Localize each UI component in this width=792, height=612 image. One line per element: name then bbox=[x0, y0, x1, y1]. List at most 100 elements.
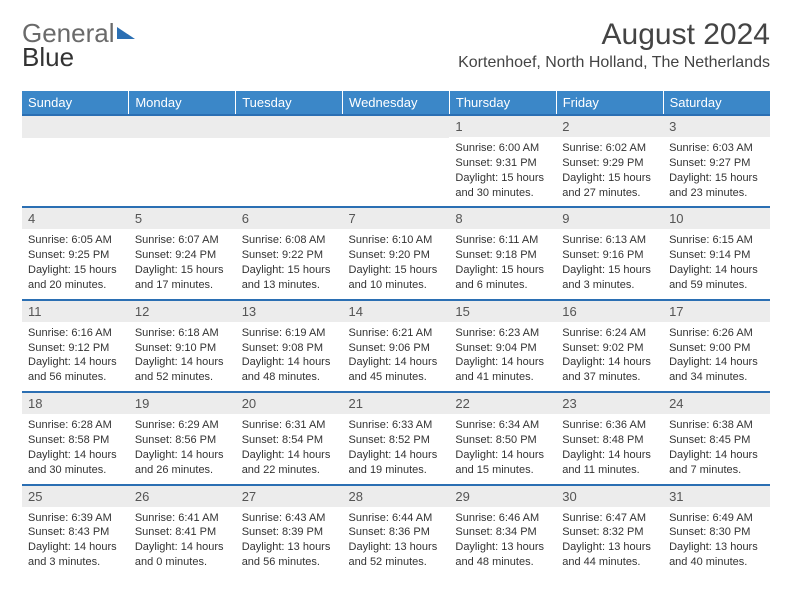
daylight-text: Daylight: 15 hours and 27 minutes. bbox=[562, 171, 657, 201]
brand-part2: Blue bbox=[22, 42, 74, 72]
day-data bbox=[343, 138, 450, 198]
sunrise-text: Sunrise: 6:19 AM bbox=[242, 326, 337, 341]
day-data: Sunrise: 6:47 AMSunset: 8:32 PMDaylight:… bbox=[556, 507, 663, 576]
sunset-text: Sunset: 9:24 PM bbox=[135, 248, 230, 263]
title-block: August 2024 Kortenhoef, North Holland, T… bbox=[458, 18, 770, 78]
day-number: 20 bbox=[236, 393, 343, 414]
sunrise-text: Sunrise: 6:07 AM bbox=[135, 233, 230, 248]
calendar-thead: Sunday Monday Tuesday Wednesday Thursday… bbox=[22, 91, 770, 115]
daylight-text: Daylight: 15 hours and 23 minutes. bbox=[669, 171, 764, 201]
day-data: Sunrise: 6:11 AMSunset: 9:18 PMDaylight:… bbox=[449, 229, 556, 298]
day-data: Sunrise: 6:38 AMSunset: 8:45 PMDaylight:… bbox=[663, 414, 770, 483]
daylight-text: Daylight: 15 hours and 3 minutes. bbox=[562, 263, 657, 293]
sunrise-text: Sunrise: 6:23 AM bbox=[455, 326, 550, 341]
day-number: 10 bbox=[663, 208, 770, 229]
day-data: Sunrise: 6:02 AMSunset: 9:29 PMDaylight:… bbox=[556, 137, 663, 206]
dayheader-fri: Friday bbox=[556, 91, 663, 115]
sunset-text: Sunset: 8:54 PM bbox=[242, 433, 337, 448]
calendar-cell: 8Sunrise: 6:11 AMSunset: 9:18 PMDaylight… bbox=[449, 207, 556, 299]
daylight-text: Daylight: 15 hours and 10 minutes. bbox=[349, 263, 444, 293]
sunrise-text: Sunrise: 6:11 AM bbox=[455, 233, 550, 248]
sunrise-text: Sunrise: 6:13 AM bbox=[562, 233, 657, 248]
day-number bbox=[129, 116, 236, 138]
sunrise-text: Sunrise: 6:00 AM bbox=[455, 141, 550, 156]
sunset-text: Sunset: 9:00 PM bbox=[669, 341, 764, 356]
daylight-text: Daylight: 15 hours and 13 minutes. bbox=[242, 263, 337, 293]
calendar-cell: 19Sunrise: 6:29 AMSunset: 8:56 PMDayligh… bbox=[129, 392, 236, 484]
daylight-text: Daylight: 13 hours and 44 minutes. bbox=[562, 540, 657, 570]
sunrise-text: Sunrise: 6:02 AM bbox=[562, 141, 657, 156]
daylight-text: Daylight: 14 hours and 30 minutes. bbox=[28, 448, 123, 478]
day-header-row: Sunday Monday Tuesday Wednesday Thursday… bbox=[22, 91, 770, 115]
day-data: Sunrise: 6:36 AMSunset: 8:48 PMDaylight:… bbox=[556, 414, 663, 483]
day-number: 31 bbox=[663, 486, 770, 507]
day-data: Sunrise: 6:19 AMSunset: 9:08 PMDaylight:… bbox=[236, 322, 343, 391]
calendar-table: Sunday Monday Tuesday Wednesday Thursday… bbox=[22, 91, 770, 576]
sunset-text: Sunset: 9:27 PM bbox=[669, 156, 764, 171]
sunrise-text: Sunrise: 6:39 AM bbox=[28, 511, 123, 526]
daylight-text: Daylight: 14 hours and 15 minutes. bbox=[455, 448, 550, 478]
day-number: 25 bbox=[22, 486, 129, 507]
dayheader-sat: Saturday bbox=[663, 91, 770, 115]
sunset-text: Sunset: 9:12 PM bbox=[28, 341, 123, 356]
sunset-text: Sunset: 8:30 PM bbox=[669, 525, 764, 540]
day-number: 19 bbox=[129, 393, 236, 414]
calendar-cell: 7 Sunrise: 6:10 AMSunset: 9:20 PMDaylight… bbox=[343, 207, 450, 299]
calendar-week-row: 4Sunrise: 6:05 AMSunset: 9:25 PMDaylight… bbox=[22, 207, 770, 299]
calendar-week-row: 11Sunrise: 6:16 AMSunset: 9:12 PMDayligh… bbox=[22, 300, 770, 392]
calendar-cell: 22Sunrise: 6:34 AMSunset: 8:50 PMDayligh… bbox=[449, 392, 556, 484]
day-number: 9 bbox=[556, 208, 663, 229]
day-number: 17 bbox=[663, 301, 770, 322]
calendar-cell: 11Sunrise: 6:16 AMSunset: 9:12 PMDayligh… bbox=[22, 300, 129, 392]
day-data bbox=[236, 138, 343, 198]
daylight-text: Daylight: 14 hours and 26 minutes. bbox=[135, 448, 230, 478]
calendar-cell: 20Sunrise: 6:31 AMSunset: 8:54 PMDayligh… bbox=[236, 392, 343, 484]
daylight-text: Daylight: 14 hours and 52 minutes. bbox=[135, 355, 230, 385]
day-data: Sunrise: 6:49 AMSunset: 8:30 PMDaylight:… bbox=[663, 507, 770, 576]
day-number: 4 bbox=[22, 208, 129, 229]
dayheader-tue: Tuesday bbox=[236, 91, 343, 115]
daylight-text: Daylight: 14 hours and 19 minutes. bbox=[349, 448, 444, 478]
day-data: Sunrise: 6:05 AMSunset: 9:25 PMDaylight:… bbox=[22, 229, 129, 298]
sunset-text: Sunset: 9:02 PM bbox=[562, 341, 657, 356]
sunset-text: Sunset: 8:56 PM bbox=[135, 433, 230, 448]
daylight-text: Daylight: 14 hours and 22 minutes. bbox=[242, 448, 337, 478]
day-data: Sunrise: 6:00 AMSunset: 9:31 PMDaylight:… bbox=[449, 137, 556, 206]
calendar-week-row: 1Sunrise: 6:00 AMSunset: 9:31 PMDaylight… bbox=[22, 115, 770, 207]
day-number: 28 bbox=[343, 486, 450, 507]
day-number: 7 bbox=[343, 208, 450, 229]
daylight-text: Daylight: 14 hours and 7 minutes. bbox=[669, 448, 764, 478]
daylight-text: Daylight: 14 hours and 0 minutes. bbox=[135, 540, 230, 570]
sunrise-text: Sunrise: 6:43 AM bbox=[242, 511, 337, 526]
calendar-cell: 6Sunrise: 6:08 AMSunset: 9:22 PMDaylight… bbox=[236, 207, 343, 299]
day-number: 5 bbox=[129, 208, 236, 229]
sunset-text: Sunset: 8:41 PM bbox=[135, 525, 230, 540]
day-number bbox=[343, 116, 450, 138]
day-number: 6 bbox=[236, 208, 343, 229]
calendar-cell: 5Sunrise: 6:07 AMSunset: 9:24 PMDaylight… bbox=[129, 207, 236, 299]
dayheader-sun: Sunday bbox=[22, 91, 129, 115]
daylight-text: Daylight: 14 hours and 11 minutes. bbox=[562, 448, 657, 478]
calendar-week-row: 18Sunrise: 6:28 AMSunset: 8:58 PMDayligh… bbox=[22, 392, 770, 484]
day-data: Sunrise: 6:26 AMSunset: 9:00 PMDaylight:… bbox=[663, 322, 770, 391]
day-number: 21 bbox=[343, 393, 450, 414]
calendar-cell: 26Sunrise: 6:41 AMSunset: 8:41 PMDayligh… bbox=[129, 485, 236, 576]
calendar-cell: 17Sunrise: 6:26 AMSunset: 9:00 PMDayligh… bbox=[663, 300, 770, 392]
day-data: Sunrise: 6:28 AMSunset: 8:58 PMDaylight:… bbox=[22, 414, 129, 483]
calendar-cell: 13Sunrise: 6:19 AMSunset: 9:08 PMDayligh… bbox=[236, 300, 343, 392]
sunset-text: Sunset: 8:52 PM bbox=[349, 433, 444, 448]
day-data: Sunrise: 6:16 AMSunset: 9:12 PMDaylight:… bbox=[22, 322, 129, 391]
day-number: 26 bbox=[129, 486, 236, 507]
sunset-text: Sunset: 9:20 PM bbox=[349, 248, 444, 263]
sunrise-text: Sunrise: 6:24 AM bbox=[562, 326, 657, 341]
sunrise-text: Sunrise: 6:10 AM bbox=[349, 233, 444, 248]
daylight-text: Daylight: 14 hours and 37 minutes. bbox=[562, 355, 657, 385]
daylight-text: Daylight: 15 hours and 20 minutes. bbox=[28, 263, 123, 293]
sunset-text: Sunset: 8:50 PM bbox=[455, 433, 550, 448]
calendar-cell: 27Sunrise: 6:43 AMSunset: 8:39 PMDayligh… bbox=[236, 485, 343, 576]
sunrise-text: Sunrise: 6:34 AM bbox=[455, 418, 550, 433]
day-number: 27 bbox=[236, 486, 343, 507]
daylight-text: Daylight: 15 hours and 6 minutes. bbox=[455, 263, 550, 293]
sunset-text: Sunset: 9:14 PM bbox=[669, 248, 764, 263]
day-data: Sunrise: 6:23 AMSunset: 9:04 PMDaylight:… bbox=[449, 322, 556, 391]
